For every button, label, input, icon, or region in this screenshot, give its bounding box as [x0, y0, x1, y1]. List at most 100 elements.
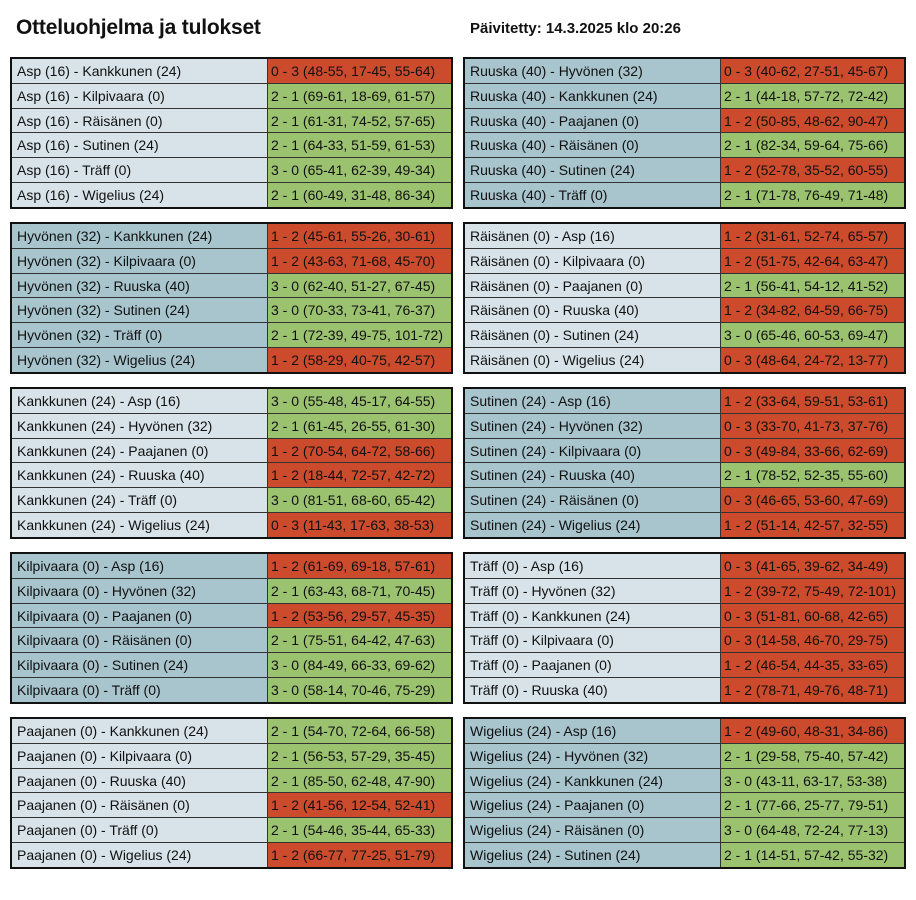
- match-teams: Räisänen (0) - Asp (16): [465, 224, 721, 248]
- match-teams: Sutinen (24) - Räisänen (0): [465, 488, 721, 513]
- match-teams: Kilpivaara (0) - Hyvönen (32): [12, 578, 268, 603]
- schedule-grid: Asp (16) - Kankkunen (24) 0 - 3 (48-55, 1…: [10, 57, 906, 869]
- match-result: 2 - 1 (61-45, 26-55, 61-30): [268, 413, 451, 438]
- match-teams: Kilpivaara (0) - Sutinen (24): [12, 653, 268, 678]
- match-row: Träff (0) - Hyvönen (32) 1 - 2 (39-72, 75…: [465, 578, 904, 604]
- match-teams: Wigelius (24) - Asp (16): [465, 719, 721, 743]
- match-row: Träff (0) - Asp (16) 0 - 3 (41-65, 39-62,…: [465, 554, 904, 579]
- match-row: Räisänen (0) - Sutinen (24) 3 - 0 (65-46,…: [465, 323, 904, 349]
- match-teams: Ruuska (40) - Sutinen (24): [465, 158, 721, 183]
- team-schedule-group: Hyvönen (32) - Kankkunen (24) 1 - 2 (45-6…: [10, 222, 453, 374]
- match-row: Ruuska (40) - Räisänen (0) 2 - 1 (82-34, …: [465, 133, 904, 159]
- match-row: Paajanen (0) - Wigelius (24) 1 - 2 (66-77…: [12, 843, 451, 867]
- match-result: 2 - 1 (85-50, 62-48, 47-90): [268, 768, 451, 793]
- match-teams: Räisänen (0) - Ruuska (40): [465, 298, 721, 323]
- match-result: 2 - 1 (71-78, 76-49, 71-48): [721, 183, 904, 207]
- match-result: 1 - 2 (31-61, 52-74, 65-57): [721, 224, 904, 248]
- match-result: 0 - 3 (33-70, 41-73, 37-76): [721, 413, 904, 438]
- match-row: Kilpivaara (0) - Träff (0) 3 - 0 (58-14, …: [12, 678, 451, 702]
- match-row: Räisänen (0) - Wigelius (24) 0 - 3 (48-64…: [465, 348, 904, 372]
- match-row: Asp (16) - Kankkunen (24) 0 - 3 (48-55, 1…: [12, 59, 451, 84]
- match-result: 1 - 2 (66-77, 77-25, 51-79): [268, 843, 451, 867]
- match-result: 1 - 2 (45-61, 55-26, 30-61): [268, 224, 451, 248]
- page-title: Otteluohjelma ja tulokset: [16, 16, 261, 39]
- match-row: Paajanen (0) - Ruuska (40) 2 - 1 (85-50, …: [12, 768, 451, 794]
- match-teams: Paajanen (0) - Räisänen (0): [12, 793, 268, 818]
- match-row: Kilpivaara (0) - Paajanen (0) 1 - 2 (53-5…: [12, 603, 451, 629]
- match-teams: Hyvönen (32) - Ruuska (40): [12, 273, 268, 298]
- match-teams: Kankkunen (24) - Paajanen (0): [12, 438, 268, 463]
- match-row: Ruuska (40) - Träff (0) 2 - 1 (71-78, 76-…: [465, 183, 904, 207]
- match-row: Träff (0) - Ruuska (40) 1 - 2 (78-71, 49-…: [465, 678, 904, 702]
- match-result: 2 - 1 (72-39, 49-75, 101-72): [268, 323, 451, 348]
- match-row: Ruuska (40) - Paajanen (0) 1 - 2 (50-85, …: [465, 108, 904, 134]
- match-teams: Ruuska (40) - Träff (0): [465, 183, 721, 207]
- match-row: Hyvönen (32) - Kilpivaara (0) 1 - 2 (43-6…: [12, 248, 451, 274]
- match-result: 1 - 2 (78-71, 49-76, 48-71): [721, 678, 904, 702]
- match-result: 0 - 3 (49-84, 33-66, 62-69): [721, 438, 904, 463]
- match-teams: Hyvönen (32) - Träff (0): [12, 323, 268, 348]
- team-schedule-group: Träff (0) - Asp (16) 0 - 3 (41-65, 39-62,…: [463, 552, 906, 704]
- match-result: 2 - 1 (44-18, 57-72, 72-42): [721, 83, 904, 108]
- match-result: 3 - 0 (58-14, 70-46, 75-29): [268, 678, 451, 702]
- match-teams: Träff (0) - Hyvönen (32): [465, 578, 721, 603]
- match-row: Hyvönen (32) - Ruuska (40) 3 - 0 (62-40, …: [12, 273, 451, 299]
- match-result: 2 - 1 (14-51, 57-42, 55-32): [721, 843, 904, 867]
- match-result: 2 - 1 (54-70, 72-64, 66-58): [268, 719, 451, 743]
- match-row: Sutinen (24) - Hyvönen (32) 0 - 3 (33-70,…: [465, 413, 904, 439]
- match-result: 3 - 0 (43-11, 63-17, 53-38): [721, 768, 904, 793]
- match-result: 1 - 2 (58-29, 40-75, 42-57): [268, 348, 451, 372]
- match-teams: Träff (0) - Kilpivaara (0): [465, 628, 721, 653]
- match-result: 3 - 0 (64-48, 72-24, 77-13): [721, 818, 904, 843]
- match-row: Asp (16) - Träff (0) 3 - 0 (65-41, 62-39,…: [12, 158, 451, 184]
- match-teams: Kilpivaara (0) - Räisänen (0): [12, 628, 268, 653]
- match-result: 0 - 3 (48-64, 24-72, 13-77): [721, 348, 904, 372]
- team-schedule-group: Asp (16) - Kankkunen (24) 0 - 3 (48-55, 1…: [10, 57, 453, 209]
- match-result: 1 - 2 (46-54, 44-35, 33-65): [721, 653, 904, 678]
- match-teams: Träff (0) - Asp (16): [465, 554, 721, 578]
- match-result: 3 - 0 (65-41, 62-39, 49-34): [268, 158, 451, 183]
- match-result: 3 - 0 (55-48, 45-17, 64-55): [268, 389, 451, 413]
- match-teams: Kilpivaara (0) - Asp (16): [12, 554, 268, 578]
- match-teams: Sutinen (24) - Asp (16): [465, 389, 721, 413]
- match-row: Kankkunen (24) - Träff (0) 3 - 0 (81-51, …: [12, 488, 451, 514]
- team-schedule-group: Paajanen (0) - Kankkunen (24) 2 - 1 (54-7…: [10, 717, 453, 869]
- match-teams: Ruuska (40) - Räisänen (0): [465, 133, 721, 158]
- match-result: 1 - 2 (41-56, 12-54, 52-41): [268, 793, 451, 818]
- match-teams: Träff (0) - Kankkunen (24): [465, 603, 721, 628]
- match-row: Hyvönen (32) - Wigelius (24) 1 - 2 (58-29…: [12, 348, 451, 372]
- match-result: 1 - 2 (50-85, 48-62, 90-47): [721, 108, 904, 133]
- match-result: 1 - 2 (51-75, 42-64, 63-47): [721, 248, 904, 273]
- match-result: 0 - 3 (46-65, 53-60, 47-69): [721, 488, 904, 513]
- match-row: Hyvönen (32) - Träff (0) 2 - 1 (72-39, 49…: [12, 323, 451, 349]
- match-teams: Ruuska (40) - Hyvönen (32): [465, 59, 721, 83]
- match-teams: Wigelius (24) - Räisänen (0): [465, 818, 721, 843]
- match-teams: Asp (16) - Kilpivaara (0): [12, 83, 268, 108]
- match-row: Paajanen (0) - Kankkunen (24) 2 - 1 (54-7…: [12, 719, 451, 744]
- match-row: Kankkunen (24) - Wigelius (24) 0 - 3 (11-…: [12, 513, 451, 537]
- match-teams: Wigelius (24) - Hyvönen (32): [465, 743, 721, 768]
- match-row: Kilpivaara (0) - Räisänen (0) 2 - 1 (75-5…: [12, 628, 451, 654]
- match-result: 3 - 0 (70-33, 73-41, 76-37): [268, 298, 451, 323]
- match-result: 2 - 1 (63-43, 68-71, 70-45): [268, 578, 451, 603]
- match-row: Sutinen (24) - Kilpivaara (0) 0 - 3 (49-8…: [465, 438, 904, 464]
- match-teams: Hyvönen (32) - Wigelius (24): [12, 348, 268, 372]
- match-row: Sutinen (24) - Ruuska (40) 2 - 1 (78-52, …: [465, 463, 904, 489]
- match-result: 0 - 3 (41-65, 39-62, 34-49): [721, 554, 904, 578]
- match-row: Asp (16) - Kilpivaara (0) 2 - 1 (69-61, 1…: [12, 83, 451, 109]
- match-result: 1 - 2 (33-64, 59-51, 53-61): [721, 389, 904, 413]
- match-result: 1 - 2 (39-72, 75-49, 72-101): [721, 578, 904, 603]
- match-teams: Kilpivaara (0) - Träff (0): [12, 678, 268, 702]
- match-row: Träff (0) - Paajanen (0) 1 - 2 (46-54, 44…: [465, 653, 904, 679]
- match-teams: Sutinen (24) - Wigelius (24): [465, 513, 721, 537]
- match-teams: Räisänen (0) - Sutinen (24): [465, 323, 721, 348]
- match-teams: Sutinen (24) - Hyvönen (32): [465, 413, 721, 438]
- match-teams: Träff (0) - Paajanen (0): [465, 653, 721, 678]
- match-teams: Hyvönen (32) - Kilpivaara (0): [12, 248, 268, 273]
- match-row: Asp (16) - Wigelius (24) 2 - 1 (60-49, 31…: [12, 183, 451, 207]
- match-result: 3 - 0 (81-51, 68-60, 65-42): [268, 488, 451, 513]
- match-row: Sutinen (24) - Wigelius (24) 1 - 2 (51-14…: [465, 513, 904, 537]
- match-row: Träff (0) - Kilpivaara (0) 0 - 3 (14-58, …: [465, 628, 904, 654]
- match-result: 2 - 1 (64-33, 51-59, 61-53): [268, 133, 451, 158]
- match-teams: Ruuska (40) - Paajanen (0): [465, 108, 721, 133]
